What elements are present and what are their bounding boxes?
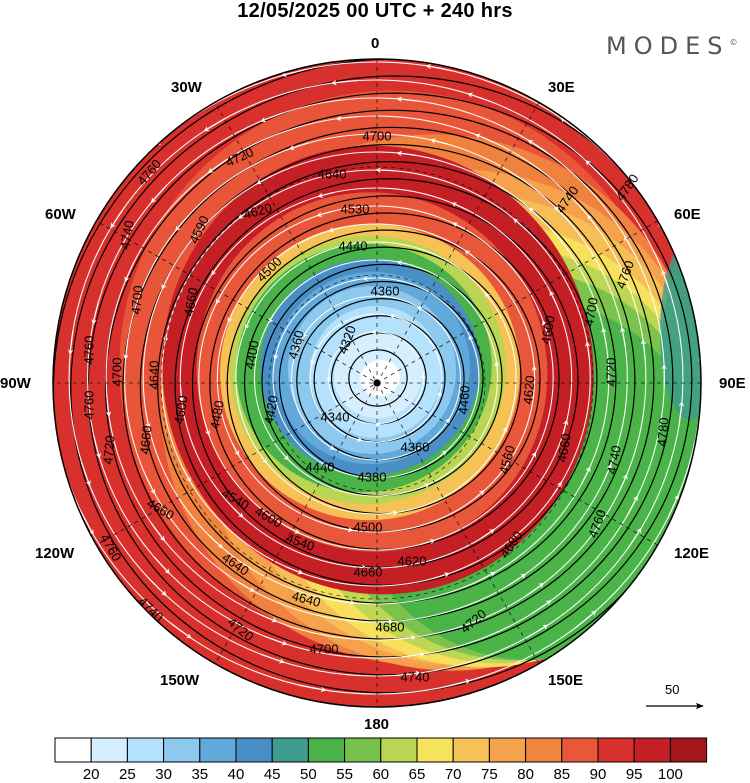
lon-label-150w: 150W	[160, 672, 199, 689]
reference-vector-label: 50	[665, 682, 679, 697]
colorbar-tick-label: 100	[650, 766, 690, 783]
colorbar-swatch	[164, 738, 200, 762]
colorbar-tick-label: 75	[469, 766, 509, 783]
colorbar-swatch	[236, 738, 272, 762]
colorbar-swatch	[670, 738, 706, 762]
colorbar-tick-label: 50	[288, 766, 328, 783]
lon-label-180: 180	[364, 716, 389, 733]
contour-label: 4620	[398, 553, 427, 568]
contour-label: 4620	[520, 375, 537, 405]
contour-label: 4530	[341, 201, 370, 216]
contour-label: 4780	[654, 417, 671, 447]
colorbar-tick-label: 70	[433, 766, 473, 783]
contour-label: 4640	[318, 166, 347, 181]
colorbar-swatch	[272, 738, 308, 762]
colorbar-swatch	[453, 738, 489, 762]
colorbar-tick-label: 40	[216, 766, 256, 783]
lon-label-120e: 120E	[674, 545, 709, 562]
contour-label: 4700	[310, 641, 339, 656]
colorbar-tick-label: 85	[542, 766, 582, 783]
colorbar-tick-label: 30	[144, 766, 184, 783]
colorbar-tick-label: 60	[361, 766, 401, 783]
colorbar-swatch	[345, 738, 381, 762]
lon-label-30e: 30E	[548, 79, 575, 96]
colorbar-swatch	[381, 738, 417, 762]
contour-label: 4500	[354, 519, 383, 534]
colorbar-swatch	[526, 738, 562, 762]
colorbar-swatch	[200, 738, 236, 762]
lon-label-90w: 90W	[0, 375, 31, 392]
contour-label: 4360	[401, 439, 430, 454]
contour-label: 4440	[306, 459, 335, 474]
lon-label-120w: 120W	[35, 545, 74, 562]
lon-label-90e: 90E	[719, 375, 746, 392]
lon-label-60w: 60W	[45, 206, 76, 223]
colorbar-swatch	[127, 738, 163, 762]
contour-label: 4760	[81, 391, 96, 420]
contour-label: 4700	[363, 128, 392, 143]
lon-label-30w: 30W	[171, 79, 202, 96]
colorbar	[55, 738, 707, 762]
colorbar-tick-label: 80	[506, 766, 546, 783]
contour-label: 4720	[100, 435, 117, 465]
contour-label: 4740	[401, 669, 430, 684]
contour-label: 4760	[81, 336, 96, 365]
lon-label-60e: 60E	[674, 206, 701, 223]
contour-label: 4460	[455, 385, 472, 415]
colorbar-tick-label: 95	[614, 766, 654, 783]
colorbar-swatch	[489, 738, 525, 762]
north-pole-marker	[374, 380, 381, 387]
contour-label: 4360	[371, 283, 400, 298]
colorbar-tick-label: 55	[325, 766, 365, 783]
colorbar-swatch	[562, 738, 598, 762]
colorbar-swatch	[634, 738, 670, 762]
contour-label: 4660	[354, 564, 383, 579]
colorbar-tick-label: 35	[180, 766, 220, 783]
colorbar-tick-label: 65	[397, 766, 437, 783]
contour-label: 4680	[376, 619, 405, 634]
colorbar-swatch	[308, 738, 344, 762]
colorbar-swatch	[91, 738, 127, 762]
colorbar-tick-label: 25	[107, 766, 147, 783]
contour-label: 4700	[109, 358, 124, 387]
contour-label: 4660	[137, 425, 154, 455]
colorbar-swatch	[417, 738, 453, 762]
colorbar-tick-label: 20	[71, 766, 111, 783]
contour-label: 4440	[339, 238, 368, 253]
contour-label: 4720	[603, 358, 618, 387]
contour-label: 4700	[128, 285, 145, 315]
colorbar-tick-label: 90	[578, 766, 618, 783]
colorbar-swatch	[598, 738, 634, 762]
colorbar-tick-label: 45	[252, 766, 292, 783]
contour-label: 4640	[146, 361, 161, 390]
colorbar-swatch	[55, 738, 91, 762]
lon-label-150e: 150E	[548, 672, 583, 689]
lon-label-0: 0	[371, 35, 379, 52]
contour-label: 4380	[358, 469, 387, 484]
contour-label: 4340	[321, 409, 350, 424]
